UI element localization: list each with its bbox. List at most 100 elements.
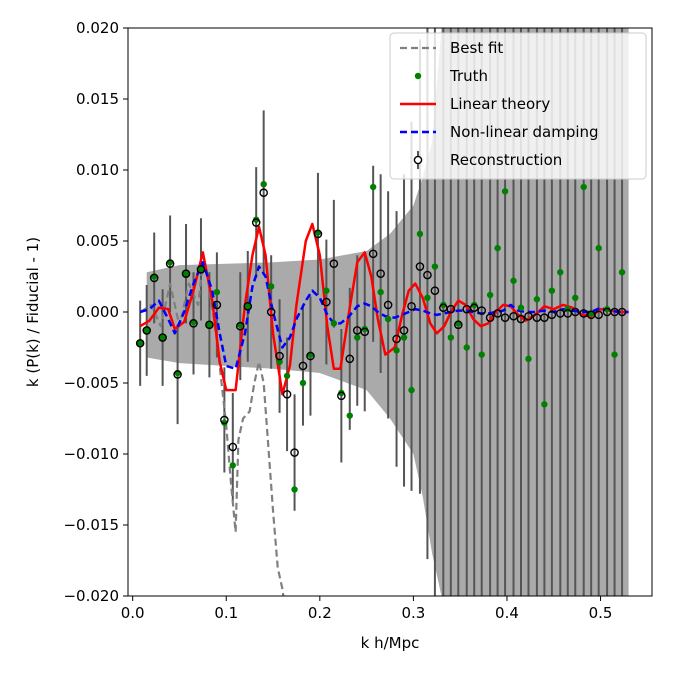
reconstruction-point [196, 265, 206, 274]
legend-reconstruction-marker [413, 155, 423, 165]
truth-point [525, 355, 532, 363]
truth-point [416, 230, 424, 238]
reconstruction-point [173, 370, 182, 379]
reconstruction-point [415, 262, 425, 271]
reconstruction-point [399, 326, 409, 335]
legend-box [389, 32, 647, 180]
reconstruction-point [189, 319, 198, 328]
reconstruction-point [423, 270, 432, 280]
reconstruction-point [547, 310, 557, 320]
y-axis-title: k (P(k) / Fiducial - 1) [24, 237, 42, 387]
best-fit-line [139, 261, 285, 596]
non-linear-damping-line [139, 261, 629, 371]
truth-point [221, 419, 228, 426]
truth-point [447, 334, 455, 341]
truth-point [440, 301, 447, 309]
legend-entry: Best fit [400, 39, 503, 57]
reconstruction-point [337, 391, 346, 401]
reconstruction-point [392, 334, 401, 344]
truth-point [267, 283, 275, 290]
truth-point [197, 266, 205, 273]
truth-point [572, 294, 579, 301]
truth-point [494, 244, 501, 252]
reconstruction-point [477, 306, 487, 315]
reconstruction-point [142, 326, 152, 335]
y-axis: −0.020 −0.015 −0.010 −0.005 0.000 0.005 0.010 0… [63, 19, 128, 605]
reconstruction-point [345, 354, 355, 364]
truth-point [206, 321, 213, 328]
y-tick-label: 0.015 [76, 90, 119, 108]
truth-point [424, 294, 431, 301]
y-tick-label: 0.000 [76, 303, 119, 321]
reconstruction-point [135, 338, 145, 348]
truth-point [338, 389, 345, 397]
truth-point [510, 277, 517, 284]
reconstruction-point [306, 351, 315, 361]
truth-point [182, 270, 190, 277]
y-tick-label: −0.020 [63, 587, 119, 605]
legend-label: Linear theory [450, 95, 550, 113]
reconstruction-point [181, 269, 191, 278]
reconstruction-point [212, 300, 222, 310]
reconstruction-point [570, 307, 580, 317]
truth-point [361, 325, 368, 333]
y-tick-label: −0.005 [63, 374, 119, 392]
truth-point [299, 379, 307, 387]
x-tick-label: 0.0 [121, 604, 145, 622]
truth-point [471, 301, 478, 309]
y-tick-label: −0.010 [63, 445, 119, 463]
reconstruction-point [516, 314, 526, 324]
reconstruction-point [500, 313, 510, 322]
y-tick-label: −0.015 [63, 516, 119, 534]
x-axis: 0.0 0.1 0.2 0.3 0.4 0.5 [121, 596, 613, 622]
truth-point [159, 334, 166, 341]
truth-point [346, 412, 353, 419]
legend: Best fit Truth Linear theory Non-linear dam… [389, 32, 647, 180]
legend-entry: Reconstruction [413, 151, 562, 169]
x-tick-label: 0.5 [589, 604, 613, 622]
truth-point [548, 287, 556, 294]
truth-point [557, 269, 564, 276]
reconstruction-point [251, 218, 261, 227]
truth-point [533, 296, 541, 303]
truth-point [486, 291, 494, 299]
reconstruction-point [228, 442, 238, 452]
reconstruction-point [446, 304, 456, 314]
truth-point [229, 462, 236, 469]
legend-truth-marker [414, 72, 422, 80]
reconstruction-point [322, 297, 331, 307]
reconstruction-point [383, 300, 393, 310]
truth-point [213, 288, 221, 296]
reconstruction-point [220, 415, 229, 425]
x-tick-label: 0.4 [495, 604, 519, 622]
reconstruction-point [617, 307, 627, 317]
truth-point [276, 358, 283, 365]
reconstruction-point [524, 311, 533, 321]
reconstruction-point [368, 249, 378, 259]
reconstruction-point [493, 309, 502, 318]
truth-point [463, 344, 470, 351]
truth-point [283, 372, 291, 380]
truth-point [501, 188, 509, 195]
x-tick-label: 0.2 [308, 604, 332, 622]
truth-point [595, 244, 602, 252]
y-tick-label: 0.005 [76, 232, 119, 250]
x-tick-label: 0.3 [401, 604, 425, 622]
truth-point [330, 320, 338, 327]
reconstruction-point [469, 303, 479, 313]
legend-label: Non-linear damping [450, 123, 599, 141]
reconstruction-point [298, 361, 308, 371]
reconstruction-point [540, 313, 549, 322]
reconstruction-point [594, 310, 603, 320]
reconstruction-point [266, 307, 276, 317]
legend-entry: Linear theory [400, 95, 550, 113]
reconstruction-point [454, 320, 463, 330]
legend-label: Truth [449, 67, 488, 85]
legend-label: Best fit [450, 39, 503, 57]
truth-point [136, 340, 144, 347]
truth-point [400, 334, 408, 341]
reconstruction-point [329, 259, 339, 269]
reconstruction-point [158, 333, 167, 342]
legend-entry: Truth [414, 67, 488, 85]
